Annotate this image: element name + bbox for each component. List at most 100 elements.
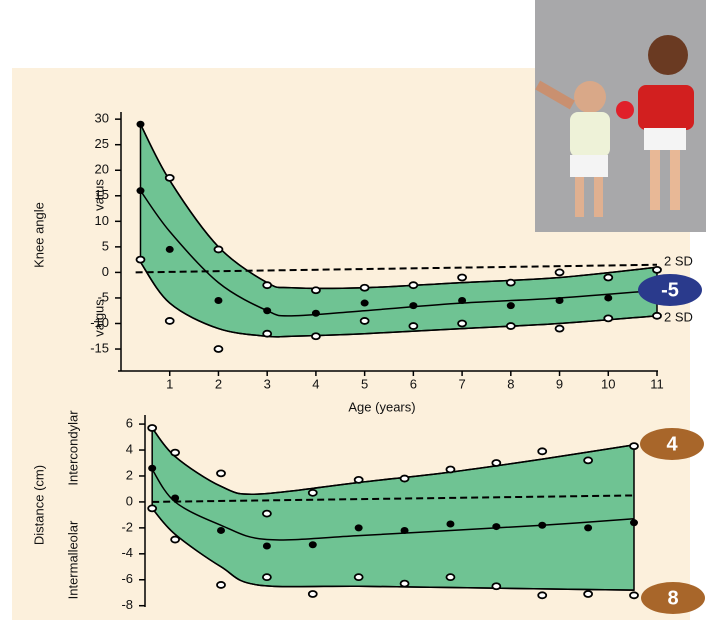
y-tick-label: 0 bbox=[102, 264, 109, 279]
y-tick-label: 4 bbox=[126, 441, 133, 456]
open-point bbox=[361, 285, 369, 291]
y-tick-label: 15 bbox=[95, 187, 109, 202]
open-point bbox=[604, 315, 612, 321]
y-tick-label: 5 bbox=[102, 238, 109, 253]
open-point bbox=[166, 318, 174, 324]
photo-leg bbox=[575, 177, 584, 217]
y-tick-label: 20 bbox=[95, 162, 109, 177]
page: Knee angle varus valgus 2 SD 2 SD -15-10… bbox=[0, 0, 706, 627]
x-tick-label: 3 bbox=[264, 376, 271, 391]
photo-head bbox=[648, 35, 688, 75]
open-point bbox=[309, 591, 317, 597]
chart: Knee angle varus valgus 2 SD 2 SD -15-10… bbox=[0, 0, 706, 627]
open-point bbox=[217, 470, 225, 476]
filled-point bbox=[166, 246, 174, 253]
open-point bbox=[458, 320, 466, 326]
filled-point bbox=[458, 297, 466, 304]
x-tick-label: 8 bbox=[507, 376, 514, 391]
annotation: Intermalleolar bbox=[65, 520, 80, 599]
x-tick-label: 1 bbox=[166, 376, 173, 391]
annotation: 2 SD bbox=[664, 253, 693, 268]
x-tick-label: 4 bbox=[312, 376, 319, 391]
open-point bbox=[263, 282, 271, 288]
open-point bbox=[214, 346, 222, 352]
open-point bbox=[136, 257, 144, 263]
open-point bbox=[653, 313, 661, 319]
y-tick-label: -15 bbox=[90, 340, 109, 355]
filled-point bbox=[446, 520, 454, 527]
y-tick-label: 30 bbox=[95, 111, 109, 126]
filled-point bbox=[309, 541, 317, 548]
filled-point bbox=[263, 307, 271, 314]
filled-point bbox=[136, 187, 144, 194]
open-point bbox=[309, 490, 317, 496]
y-tick-label: 2 bbox=[126, 467, 133, 482]
x-tick-label: 2 bbox=[215, 376, 222, 391]
annotation: Intercondylar bbox=[65, 410, 80, 486]
open-point bbox=[361, 318, 369, 324]
filled-point bbox=[136, 121, 144, 128]
open-point bbox=[458, 275, 466, 281]
annotation: 2 SD bbox=[664, 309, 693, 324]
photo bbox=[535, 0, 706, 232]
filled-point bbox=[171, 495, 179, 502]
photo-leg bbox=[650, 150, 660, 210]
open-point bbox=[630, 443, 638, 449]
x-tick-label: 11 bbox=[650, 376, 664, 391]
filled-point bbox=[214, 297, 222, 304]
filled-point bbox=[263, 543, 271, 550]
open-point bbox=[355, 574, 363, 580]
filled-point bbox=[361, 300, 369, 307]
photo-head bbox=[574, 81, 606, 113]
open-point bbox=[148, 505, 156, 511]
open-point bbox=[446, 574, 454, 580]
badge: -5 bbox=[638, 274, 702, 306]
open-point bbox=[630, 592, 638, 598]
filled-point bbox=[492, 523, 500, 530]
y-tick-label: -4 bbox=[121, 545, 133, 560]
badge-text: -5 bbox=[661, 279, 679, 301]
x-tick-label: 9 bbox=[556, 376, 563, 391]
open-point bbox=[409, 282, 417, 288]
x-tick-label: 6 bbox=[410, 376, 417, 391]
y-tick-label: -8 bbox=[121, 597, 133, 612]
photo-leg bbox=[594, 177, 603, 217]
open-point bbox=[538, 592, 546, 598]
filled-point bbox=[355, 524, 363, 531]
open-point bbox=[492, 460, 500, 466]
y-tick-label: -5 bbox=[97, 289, 109, 304]
photo-shirt bbox=[570, 112, 610, 157]
x-tick-label: 10 bbox=[601, 376, 615, 391]
open-point bbox=[401, 476, 409, 482]
y-tick-label: 10 bbox=[95, 213, 109, 228]
filled-point bbox=[538, 522, 546, 529]
filled-point bbox=[312, 310, 320, 317]
y-tick-label: -6 bbox=[121, 571, 133, 586]
open-point bbox=[312, 287, 320, 293]
y-axis-label: Distance (cm) bbox=[31, 465, 46, 545]
open-point bbox=[604, 275, 612, 281]
badge: 8 bbox=[641, 582, 705, 614]
open-point bbox=[584, 591, 592, 597]
badge-text: 8 bbox=[667, 587, 678, 609]
open-point bbox=[584, 457, 592, 463]
open-point bbox=[312, 333, 320, 339]
photo-diaper bbox=[644, 128, 686, 150]
y-tick-label: 0 bbox=[126, 493, 133, 508]
x-axis-label: Age (years) bbox=[348, 399, 415, 414]
filled-point bbox=[217, 527, 225, 534]
open-point bbox=[653, 267, 661, 273]
open-point bbox=[217, 582, 225, 588]
open-point bbox=[166, 175, 174, 181]
y-tick-label: -2 bbox=[121, 519, 133, 534]
photo-diaper bbox=[570, 155, 608, 177]
x-tick-label: 7 bbox=[458, 376, 465, 391]
open-point bbox=[401, 581, 409, 587]
open-point bbox=[556, 269, 564, 275]
open-point bbox=[171, 450, 179, 456]
filled-point bbox=[148, 465, 156, 472]
badge: 4 bbox=[640, 428, 704, 460]
y-axis-label: Knee angle bbox=[31, 202, 46, 268]
filled-point bbox=[507, 302, 515, 309]
open-point bbox=[507, 323, 515, 329]
